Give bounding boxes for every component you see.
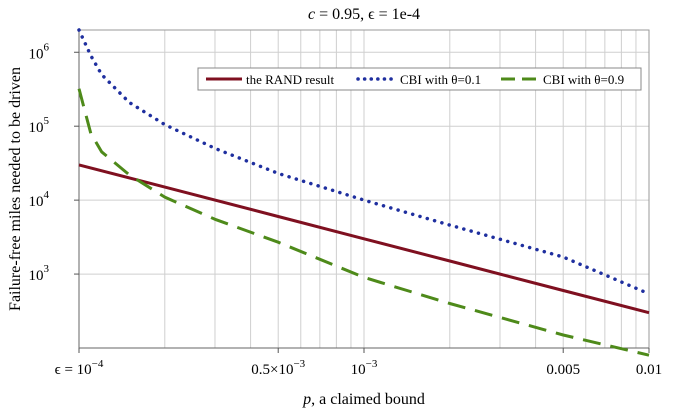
chart-title-var: c [308,6,315,23]
x-tick-labels: ϵ = 10−4 0.5×10−3 10−3 0.005 0.01 [55,348,662,378]
legend-label-cbi-01: CBI with θ=0.1 [400,72,481,87]
series-line-2 [77,88,650,357]
x-axis-label-rest: , a claimed bound [311,391,425,408]
legend-box [197,67,642,91]
legend-label-rand: the RAND result [246,72,334,87]
y-tick-label: 106 [29,41,50,62]
chart-title: c = 0.95, ϵ = 1e-4 [308,6,420,23]
legend: the RAND result CBI with θ=0.1 CBI with … [197,67,642,91]
x-tick-label: 0.5×10−3 [251,358,305,378]
x-tick-label: 10−3 [351,358,378,378]
x-tick-label: ϵ = 10−4 [55,358,104,378]
y-tick-label: 105 [29,115,50,136]
x-tick-label: 0.005 [546,362,580,378]
series-line-0 [78,163,650,315]
x-axis-label: p, a claimed bound [302,391,425,408]
x-axis-label-var: p [302,391,311,408]
y-tick-label: 103 [29,263,50,284]
legend-label-cbi-09: CBI with θ=0.9 [543,72,624,87]
chart-title-rest: = 0.95, ϵ = 1e-4 [315,6,420,23]
series-lines [77,28,651,357]
x-tick-label: 0.01 [636,362,662,378]
y-tick-labels: 103 104 105 106 [29,41,79,284]
y-tick-label: 104 [29,189,50,210]
y-axis-label: Failure-free miles needed to be driven [7,67,24,311]
